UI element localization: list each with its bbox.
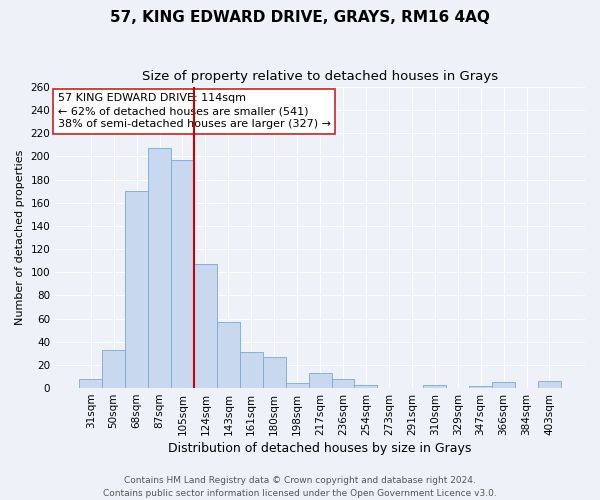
Text: Contains HM Land Registry data © Crown copyright and database right 2024.
Contai: Contains HM Land Registry data © Crown c… xyxy=(103,476,497,498)
X-axis label: Distribution of detached houses by size in Grays: Distribution of detached houses by size … xyxy=(169,442,472,455)
Bar xyxy=(286,384,308,388)
Bar xyxy=(217,322,240,388)
Bar xyxy=(102,350,125,388)
Bar xyxy=(148,148,171,388)
Bar xyxy=(79,379,102,388)
Title: Size of property relative to detached houses in Grays: Size of property relative to detached ho… xyxy=(142,70,498,83)
Bar xyxy=(308,373,332,388)
Bar xyxy=(538,381,561,388)
Bar xyxy=(332,379,355,388)
Bar xyxy=(125,191,148,388)
Y-axis label: Number of detached properties: Number of detached properties xyxy=(15,150,25,325)
Bar xyxy=(263,357,286,388)
Text: 57 KING EDWARD DRIVE: 114sqm
← 62% of detached houses are smaller (541)
38% of s: 57 KING EDWARD DRIVE: 114sqm ← 62% of de… xyxy=(58,93,331,130)
Bar xyxy=(469,386,492,388)
Bar xyxy=(171,160,194,388)
Text: 57, KING EDWARD DRIVE, GRAYS, RM16 4AQ: 57, KING EDWARD DRIVE, GRAYS, RM16 4AQ xyxy=(110,10,490,25)
Bar xyxy=(423,384,446,388)
Bar xyxy=(355,384,377,388)
Bar xyxy=(240,352,263,388)
Bar xyxy=(194,264,217,388)
Bar xyxy=(492,382,515,388)
